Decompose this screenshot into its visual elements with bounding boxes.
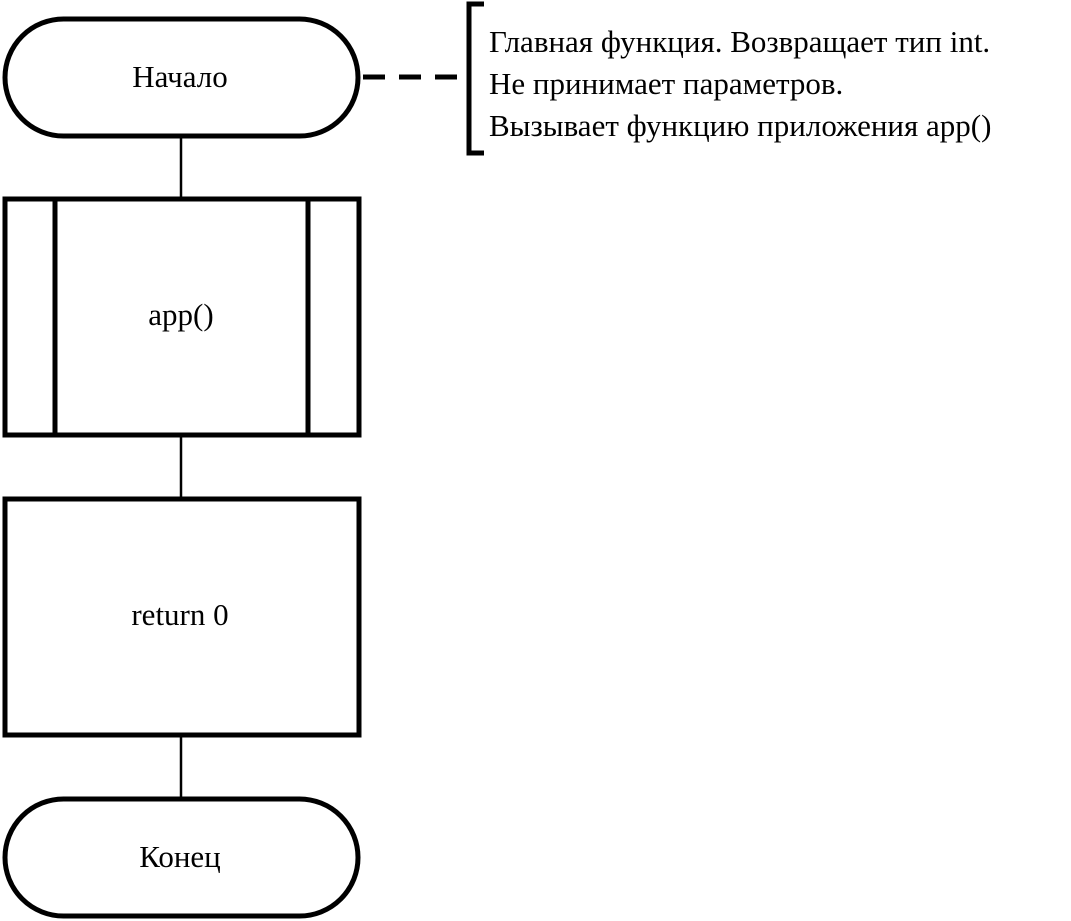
- process-label: return 0: [131, 597, 228, 632]
- comment-line-3: Вызывает функцию приложения app(): [489, 108, 991, 143]
- subprocess-label: app(): [148, 297, 213, 332]
- process-return-block: return 0: [2, 496, 362, 738]
- end-label: Конец: [139, 839, 221, 874]
- comment-line-1: Главная функция. Возвращает тип int.: [489, 24, 990, 59]
- comment-annotation: Главная функция. Возвращает тип int. Не …: [363, 1, 991, 156]
- start-label: Начало: [132, 59, 228, 94]
- comment-line-2: Не принимает параметров.: [489, 66, 843, 101]
- subprocess-app-block: app(): [2, 196, 362, 438]
- comment-bracket: [466, 1, 484, 156]
- end-terminator: Конец: [2, 796, 361, 919]
- start-terminator: Начало: [2, 16, 361, 139]
